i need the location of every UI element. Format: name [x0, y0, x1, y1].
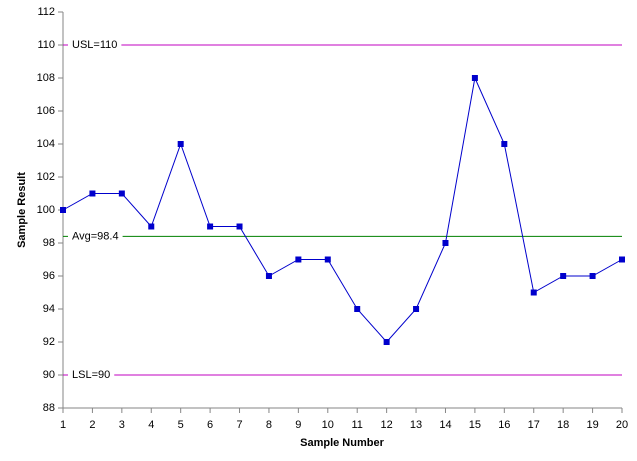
reference-label-bg — [68, 368, 115, 382]
data-line — [62, 76, 623, 343]
y-tick-label: 94 — [43, 303, 55, 315]
y-tick-label: 106 — [37, 105, 55, 117]
data-point — [207, 223, 214, 230]
reference-label: LSL=90 — [72, 369, 110, 381]
data-point — [619, 256, 625, 263]
x-tick-label: 17 — [528, 419, 540, 431]
data-point — [560, 273, 567, 279]
x-tick-label: 15 — [469, 419, 481, 431]
data-point — [295, 256, 302, 263]
data-point — [354, 306, 361, 312]
data-point — [530, 289, 537, 296]
data-point — [324, 256, 331, 263]
x-tick-label: 9 — [295, 419, 301, 431]
data-point — [589, 273, 596, 279]
x-tick-label: 8 — [266, 419, 272, 431]
y-tick-label: 108 — [37, 72, 55, 84]
x-tick-label: 2 — [89, 419, 95, 431]
data-point — [265, 273, 272, 279]
y-tick-label: 90 — [43, 369, 55, 381]
x-tick-label: 13 — [410, 419, 422, 431]
x-tick-label: 12 — [381, 419, 393, 431]
x-tick-label: 3 — [119, 419, 125, 431]
data-point — [471, 75, 478, 81]
data-point — [177, 141, 184, 147]
x-axis-title: Sample Number — [300, 437, 384, 449]
y-tick-label: 98 — [43, 237, 55, 249]
data-point — [89, 190, 96, 197]
x-tick-label: 7 — [236, 419, 242, 431]
x-tick-label: 4 — [148, 419, 154, 431]
y-tick-label: 102 — [37, 171, 55, 183]
x-tick-label: 16 — [498, 419, 510, 431]
y-axis-title: Sample Result — [16, 172, 28, 248]
data-point — [236, 223, 243, 230]
reference-label: USL=110 — [72, 39, 117, 51]
reference-label-bg — [68, 229, 123, 244]
x-tick-label: 19 — [586, 419, 598, 431]
y-tick-label: 88 — [43, 402, 55, 414]
data-point — [383, 339, 390, 345]
reference-label: Avg=98.4 — [72, 230, 119, 242]
x-tick-label: 6 — [207, 419, 213, 431]
data-point — [148, 223, 155, 230]
x-tick-label: 20 — [616, 419, 628, 431]
data-point — [413, 306, 420, 312]
y-tick-label: 104 — [37, 138, 55, 150]
y-tick-label: 100 — [37, 204, 55, 216]
x-tick-label: 1 — [60, 419, 66, 431]
data-point — [60, 207, 66, 213]
y-tick-label: 110 — [37, 39, 55, 51]
data-point — [118, 190, 125, 197]
data-point — [442, 240, 449, 246]
x-tick-label: 5 — [178, 419, 184, 431]
reference-label-bg — [68, 38, 122, 52]
x-tick-label: 14 — [439, 419, 451, 431]
y-tick-label: 96 — [43, 270, 55, 282]
data-point — [501, 141, 508, 147]
x-tick-label: 18 — [557, 419, 569, 431]
x-tick-label: 11 — [351, 419, 362, 431]
y-tick-label: 112 — [37, 6, 55, 18]
x-tick-label: 10 — [322, 419, 334, 431]
y-tick-label: 92 — [43, 336, 55, 348]
